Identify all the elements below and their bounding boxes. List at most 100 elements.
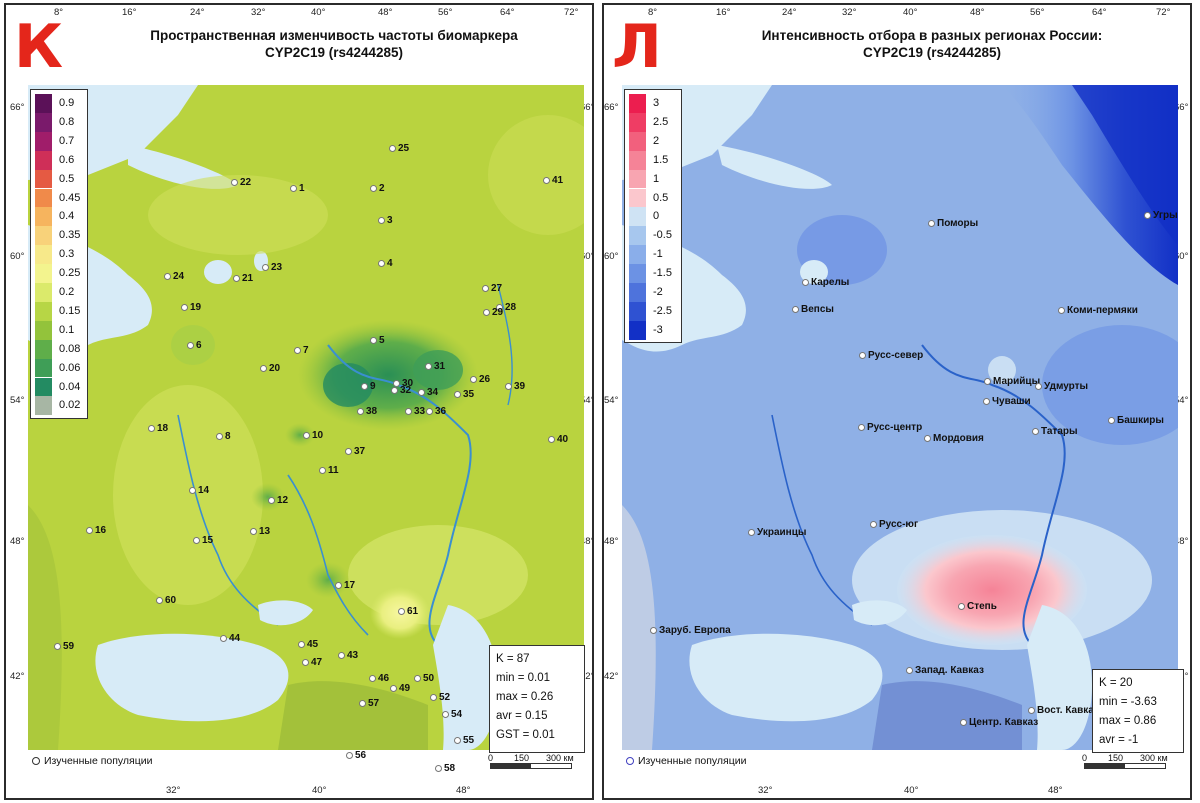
lon-tick: 40° bbox=[311, 7, 326, 18]
legend-swatch bbox=[629, 169, 646, 189]
legend-row: 0.15 bbox=[31, 301, 87, 322]
population-label: 25 bbox=[389, 143, 409, 154]
population-label: Марийцы bbox=[984, 376, 1040, 387]
legend-footnote: Изученные популяции bbox=[626, 755, 747, 767]
population-label: Коми-пермяки bbox=[1058, 305, 1138, 316]
population-label: 26 bbox=[470, 374, 490, 385]
population-label: Татары bbox=[1032, 426, 1078, 437]
population-label: 18 bbox=[148, 423, 168, 434]
legend-row: -1 bbox=[625, 245, 681, 265]
population-label: Центр. Кавказ bbox=[960, 717, 1038, 728]
lon-tick: 72° bbox=[1156, 7, 1171, 18]
scale-end: 300 км bbox=[546, 753, 574, 763]
population-marker bbox=[650, 626, 657, 634]
lat-tick: 66° bbox=[580, 102, 594, 113]
population-marker bbox=[378, 259, 385, 267]
title-line-2: CYP2C19 (rs4244285) bbox=[862, 45, 1002, 60]
legend-label: 0.7 bbox=[59, 134, 75, 147]
lat-tick: 42° bbox=[10, 671, 25, 682]
population-label: Русс-север bbox=[859, 350, 923, 361]
population-marker bbox=[86, 526, 93, 534]
legend-swatch bbox=[35, 320, 52, 340]
legend-swatch bbox=[629, 94, 646, 113]
legend-label: 0.15 bbox=[59, 304, 81, 317]
population-label: 29 bbox=[483, 307, 503, 318]
legend-row: 3 bbox=[625, 94, 681, 114]
population-label: 13 bbox=[250, 526, 270, 537]
legend-label: -2.5 bbox=[653, 304, 672, 317]
legend-row: 0.04 bbox=[31, 377, 87, 398]
population-marker bbox=[378, 216, 385, 224]
lon-tick: 56° bbox=[1030, 7, 1045, 18]
river-dnieper bbox=[177, 414, 279, 626]
legend-footnote: Изученные популяции bbox=[32, 755, 153, 767]
legend-label: 0.6 bbox=[59, 153, 75, 166]
population-label: 4 bbox=[378, 258, 393, 269]
legend-swatch bbox=[629, 226, 646, 246]
population-label: 11 bbox=[319, 465, 339, 476]
legend-row: 1 bbox=[625, 169, 681, 190]
legend-swatch bbox=[629, 283, 646, 302]
legend-label: 0.45 bbox=[59, 191, 81, 204]
legend: 0.9 0.8 0.7 0.6 0.5 0.45 0.4 0.35 0.3 0.25 0.2 0.15… bbox=[30, 89, 88, 419]
lat-tick: 48° bbox=[580, 536, 594, 547]
legend-row: 0 bbox=[625, 207, 681, 227]
population-label: 35 bbox=[454, 389, 474, 400]
population-marker bbox=[303, 431, 310, 439]
population-marker bbox=[268, 496, 275, 504]
population-label: 46 bbox=[369, 673, 389, 684]
lon-tick: 32° bbox=[251, 7, 266, 18]
population-label: 55 bbox=[454, 735, 474, 746]
stat-min: min = 0.01 bbox=[496, 672, 551, 684]
population-marker bbox=[187, 341, 194, 349]
stat-avr: avr = 0.15 bbox=[496, 710, 548, 722]
population-label: 60 bbox=[156, 595, 176, 606]
scale-mid: 150 bbox=[514, 753, 530, 763]
population-label: Заруб. Европа bbox=[650, 625, 731, 636]
lat-tick: 60° bbox=[580, 251, 594, 262]
population-label: 50 bbox=[414, 673, 434, 684]
lon-tick: 16° bbox=[716, 7, 731, 18]
zone-light bbox=[113, 385, 263, 605]
lat-tick: 54° bbox=[1174, 395, 1189, 406]
legend-row: 0.25 bbox=[31, 264, 87, 284]
legend-row: 0.5 bbox=[31, 169, 87, 190]
stat-gst: GST = 0.01 bbox=[496, 729, 555, 741]
population-marker bbox=[548, 435, 555, 443]
population-marker bbox=[425, 362, 432, 370]
population-label: 6 bbox=[187, 340, 202, 351]
river-volga bbox=[327, 344, 472, 646]
population-marker bbox=[802, 278, 809, 286]
population-marker bbox=[346, 751, 353, 759]
population-marker bbox=[338, 651, 345, 659]
population-label: 17 bbox=[335, 580, 355, 591]
population-label: 45 bbox=[298, 639, 318, 650]
population-marker bbox=[470, 375, 477, 383]
title-line-2: CYP2C19 (rs4244285) bbox=[264, 45, 404, 60]
white-sea bbox=[717, 145, 832, 189]
legend-row: 0.9 bbox=[31, 94, 87, 114]
title-line-1: Интенсивность отбора в разных регионах Р… bbox=[761, 28, 1103, 43]
population-marker bbox=[370, 184, 377, 192]
population-marker bbox=[426, 407, 433, 415]
legend-row: -3 bbox=[625, 320, 681, 341]
mountains-carpathian bbox=[622, 505, 656, 750]
population-marker bbox=[454, 736, 461, 744]
legend-label: 0.02 bbox=[59, 399, 81, 412]
population-label: 16 bbox=[86, 525, 106, 536]
population-marker bbox=[262, 263, 269, 271]
legend-row: 0.06 bbox=[31, 358, 87, 379]
map-panel-k: 8° 16° 24° 32° 40° 48° 56° 64° 72° К Про… bbox=[4, 3, 594, 800]
lon-tick-bottom: 40° bbox=[312, 785, 327, 796]
legend-label: 0.4 bbox=[59, 210, 75, 223]
lon-tick: 32° bbox=[842, 7, 857, 18]
legend-swatch bbox=[35, 94, 52, 113]
population-label: 32 bbox=[391, 385, 411, 396]
legend-row: -0.5 bbox=[625, 226, 681, 246]
legend: 3 2.5 2 1.5 1 0.5 0 -0.5 -1 -1.5 -2 -2.5 -3 bbox=[624, 89, 682, 343]
lat-tick: 60° bbox=[604, 251, 619, 262]
population-marker bbox=[906, 666, 913, 674]
population-marker bbox=[960, 718, 967, 726]
azov-sea bbox=[852, 600, 907, 626]
lon-tick-bottom: 32° bbox=[166, 785, 181, 796]
